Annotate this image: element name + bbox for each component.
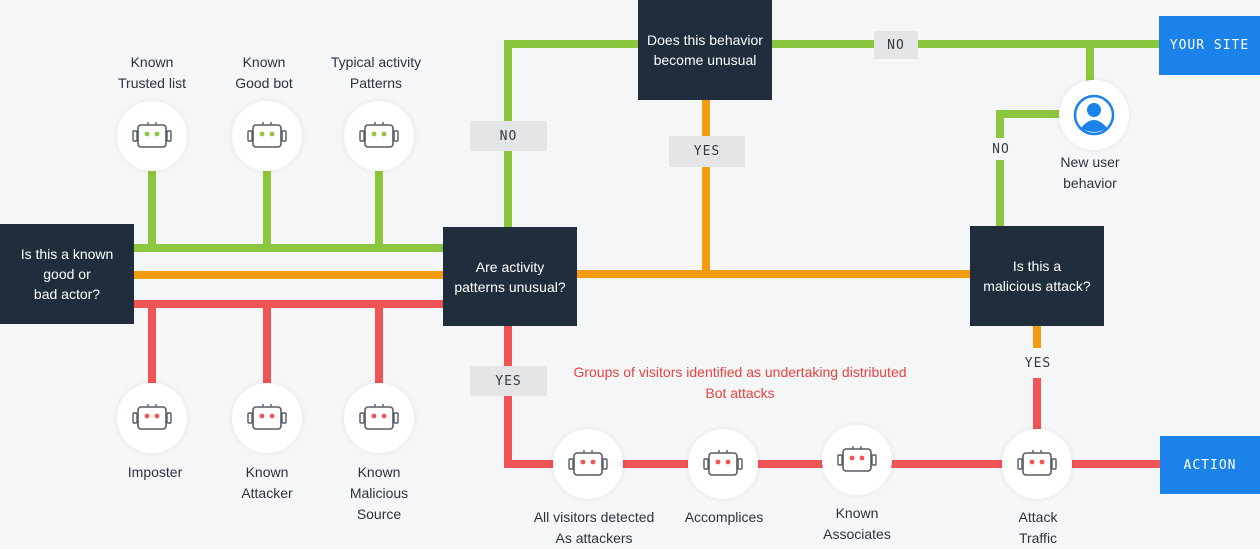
robot-icon xyxy=(1002,429,1072,499)
endpoint-your-site: YOUR SITE xyxy=(1159,16,1260,75)
good-line xyxy=(996,110,1060,228)
robot-glyph xyxy=(359,404,399,430)
node-malicious-attack: Is this a malicious attack? xyxy=(970,226,1104,326)
robot-glyph xyxy=(247,122,287,148)
new-user-label: New user behavior xyxy=(1060,154,1120,191)
robot-icon xyxy=(688,429,758,499)
edge-label-no: NO xyxy=(986,138,1016,160)
robot-icon xyxy=(232,383,302,453)
edge-label-no: NO xyxy=(470,121,547,151)
user-icon xyxy=(1073,94,1115,136)
endpoint-action: ACTION xyxy=(1160,436,1260,494)
robot-glyph xyxy=(837,446,877,472)
good-bot-label: Known Trusted list xyxy=(118,54,186,91)
attack-chain-label: Accomplices xyxy=(684,509,764,525)
robot-icon xyxy=(117,383,187,453)
node-behavior-unusual: Does this behavior become unusual xyxy=(638,0,772,100)
edge-label-yes: YES xyxy=(1018,352,1058,374)
robot-glyph xyxy=(247,404,287,430)
robot-glyph xyxy=(132,404,172,430)
good-line xyxy=(504,40,640,228)
robot-glyph xyxy=(359,122,399,148)
robot-icon xyxy=(344,101,414,171)
bad-bot-label: Known Malicious Source xyxy=(349,464,409,522)
good-bot-label: Typical activity Patterns xyxy=(330,54,422,91)
good-bot-label: Known Good bot xyxy=(235,54,293,91)
edge-label-no: NO xyxy=(874,31,918,59)
robot-icon xyxy=(822,425,892,495)
bad-bot-label: Imposter xyxy=(127,464,183,480)
robot-icon xyxy=(117,101,187,171)
robot-glyph xyxy=(132,122,172,148)
bad-bot-label: Known Attacker xyxy=(241,464,293,501)
attack-chain-label: Known Associates xyxy=(823,505,891,542)
edge-label-yes: YES xyxy=(669,136,745,167)
distributed-attack-note: Groups of visitors identified as underta… xyxy=(573,364,907,401)
user-avatar-icon xyxy=(1059,80,1129,150)
node-activity-unusual: Are activity patterns unusual? xyxy=(443,227,577,326)
node-known-actor: Is this a known good or bad actor? xyxy=(0,224,134,324)
robot-icon xyxy=(232,101,302,171)
robot-icon xyxy=(553,429,623,499)
robot-glyph xyxy=(703,450,743,476)
robot-icon xyxy=(344,383,414,453)
robot-glyph xyxy=(1017,450,1057,476)
edge-label-yes: YES xyxy=(470,366,547,396)
robot-glyph xyxy=(568,450,608,476)
attack-chain-label: Attack Traffic xyxy=(1018,509,1058,546)
attack-chain-label: All visitors detected As attackers xyxy=(533,509,655,546)
